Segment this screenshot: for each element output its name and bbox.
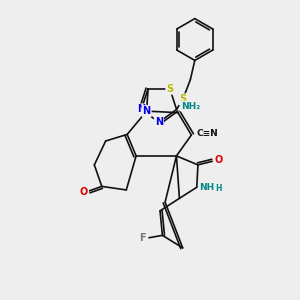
- Text: NH₂: NH₂: [181, 102, 200, 111]
- Text: S: S: [179, 94, 186, 104]
- Text: S: S: [166, 84, 173, 94]
- Text: N: N: [142, 106, 151, 116]
- Text: O: O: [215, 155, 223, 165]
- Text: H: H: [215, 184, 222, 194]
- Text: F: F: [139, 233, 146, 243]
- Text: N: N: [137, 104, 146, 114]
- Text: O: O: [80, 188, 88, 197]
- Text: N: N: [155, 117, 163, 127]
- Text: NH: NH: [200, 183, 215, 192]
- Text: C≡N: C≡N: [196, 129, 218, 138]
